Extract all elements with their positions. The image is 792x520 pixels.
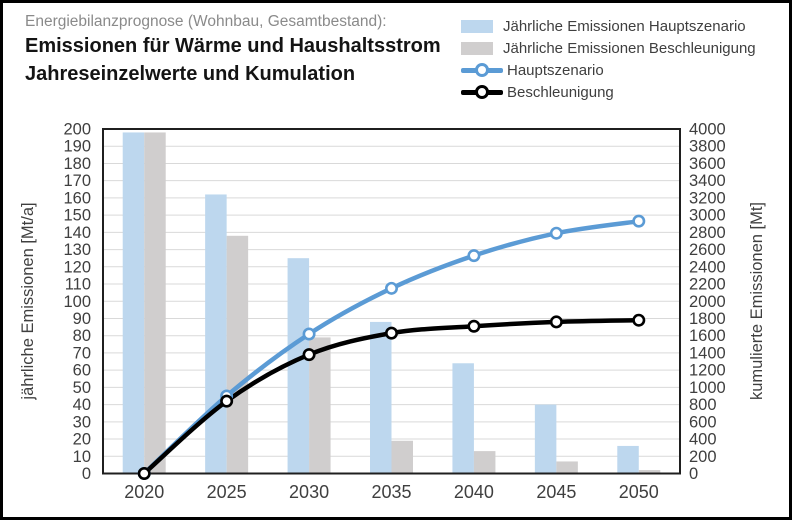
bar-hauptszenario-2050 bbox=[617, 445, 639, 474]
right-axis-tick-label: 3600 bbox=[689, 155, 726, 173]
chart-pretitle: Energiebilanzprognose (Wohnbau, Gesamtbe… bbox=[25, 13, 387, 30]
marker-hauptszenario-2050 bbox=[632, 214, 646, 228]
bar-beschleunigung-2050 bbox=[638, 470, 661, 474]
right-axis-tick-label: 3200 bbox=[689, 189, 726, 207]
right-axis-tick-label: 1200 bbox=[689, 362, 726, 380]
bar-beschleunigung-2045 bbox=[556, 461, 578, 474]
marker-beschleunigung-2040 bbox=[467, 319, 481, 333]
marker-hauptszenario-2045 bbox=[549, 226, 563, 240]
legend-label: Jährliche Emissionen Hauptszenario bbox=[503, 17, 746, 35]
x-axis-label: 2050 bbox=[619, 482, 659, 502]
marker-beschleunigung-2050 bbox=[632, 313, 646, 327]
right-axis-tick-label: 1600 bbox=[689, 327, 726, 345]
bar-hauptszenario-2040 bbox=[452, 363, 474, 474]
left-axis-tick-label: 60 bbox=[73, 362, 91, 380]
left-axis-tick-label: 80 bbox=[73, 327, 91, 345]
right-axis-tick-label: 800 bbox=[689, 396, 717, 414]
right-axis-tick-label: 1800 bbox=[689, 310, 726, 328]
marker-beschleunigung-2020 bbox=[137, 466, 151, 480]
x-axis-label: 2030 bbox=[289, 482, 329, 502]
left-axis-tick-label: 200 bbox=[63, 121, 91, 139]
bar-beschleunigung-2030 bbox=[309, 337, 331, 474]
left-axis-tick-label: 100 bbox=[63, 293, 91, 311]
legend-bar-swatch-icon bbox=[461, 41, 493, 55]
chart-title-line1: Emissionen für Wärme und Haushaltsstrom bbox=[25, 35, 441, 57]
legend-line-swatch-icon bbox=[461, 85, 503, 99]
bar-hauptszenario-2030 bbox=[287, 258, 310, 474]
marker-beschleunigung-2035 bbox=[384, 326, 398, 340]
marker-beschleunigung-2045 bbox=[549, 315, 563, 329]
left-axis-tick-label: 110 bbox=[65, 276, 91, 294]
right-axis-tick-label: 2600 bbox=[689, 241, 726, 259]
legend-item-3: Beschleunigung bbox=[461, 81, 756, 103]
left-axis-tick-label: 40 bbox=[73, 396, 91, 414]
legend-bar-swatch-icon bbox=[461, 19, 493, 33]
right-axis-title: kumulierte Emissionen [Mt] bbox=[748, 202, 766, 400]
bar-hauptszenario-2035 bbox=[370, 321, 392, 474]
bar-beschleunigung-2025 bbox=[226, 235, 249, 474]
right-axis-tick-label: 3000 bbox=[689, 207, 726, 225]
bar-beschleunigung-2040 bbox=[473, 451, 496, 474]
bar-hauptszenario-2045 bbox=[534, 404, 557, 474]
left-axis-tick-label: 190 bbox=[63, 138, 91, 156]
right-axis-tick-label: 400 bbox=[689, 431, 717, 449]
left-axis-title: jährliche Emissionen [Mt/a] bbox=[19, 202, 37, 400]
right-axis-tick-label: 3800 bbox=[689, 138, 726, 156]
bar-hauptszenario-2020 bbox=[122, 132, 145, 474]
left-axis-tick-label: 130 bbox=[63, 241, 91, 259]
legend-marker-icon bbox=[475, 63, 489, 77]
left-axis-tick-label: 150 bbox=[63, 207, 91, 225]
plot-border bbox=[102, 128, 681, 475]
bar-beschleunigung-2035 bbox=[391, 440, 413, 474]
chart-titles: Energiebilanzprognose (Wohnbau, Gesamtbe… bbox=[25, 11, 441, 88]
emissions-chart: 0102030405060708090100110120130140150160… bbox=[19, 121, 766, 503]
right-axis-tick-label: 1400 bbox=[689, 344, 726, 362]
right-axis-tick-label: 4000 bbox=[689, 121, 726, 139]
left-axis-tick-label: 180 bbox=[63, 155, 91, 173]
right-axis-tick-label: 2400 bbox=[689, 258, 726, 276]
x-axis-label: 2035 bbox=[371, 482, 411, 502]
legend-line-swatch-icon bbox=[461, 63, 503, 77]
marker-hauptszenario-2030 bbox=[302, 327, 316, 341]
legend-item-2: Hauptszenario bbox=[461, 59, 756, 81]
bar-beschleunigung-2020 bbox=[144, 132, 166, 474]
left-axis-tick-label: 10 bbox=[73, 448, 91, 466]
legend: Jährliche Emissionen Hauptszenario Jährli… bbox=[461, 15, 756, 103]
left-axis-tick-label: 120 bbox=[63, 258, 91, 276]
right-axis-tick-label: 2000 bbox=[689, 293, 726, 311]
legend-label: Hauptszenario bbox=[507, 61, 604, 79]
chart-title-line2: Jahreseinzelwerte und Kumulation bbox=[25, 63, 356, 85]
legend-label: Jährliche Emissionen Beschleunigung bbox=[503, 39, 756, 57]
left-axis-tick-label: 70 bbox=[73, 344, 91, 362]
marker-hauptszenario-2040 bbox=[467, 249, 481, 263]
right-axis-tick-label: 2200 bbox=[689, 276, 726, 294]
right-axis-tick-label: 2800 bbox=[689, 224, 726, 242]
left-axis-tick-label: 90 bbox=[73, 310, 91, 328]
right-axis-tick-label: 3400 bbox=[689, 172, 726, 190]
left-axis-tick-label: 160 bbox=[63, 189, 91, 207]
left-axis-tick-label: 140 bbox=[63, 224, 91, 242]
x-axis-label: 2025 bbox=[207, 482, 247, 502]
left-axis-tick-label: 0 bbox=[82, 465, 91, 483]
left-axis-tick-label: 20 bbox=[73, 431, 91, 449]
left-axis-tick-label: 170 bbox=[63, 172, 91, 190]
marker-beschleunigung-2030 bbox=[302, 348, 316, 362]
x-axis-label: 2045 bbox=[536, 482, 576, 502]
right-axis-tick-label: 0 bbox=[689, 465, 698, 483]
x-axis-label: 2040 bbox=[454, 482, 494, 502]
legend-marker-icon bbox=[475, 85, 489, 99]
marker-beschleunigung-2025 bbox=[220, 394, 234, 408]
legend-label: Beschleunigung bbox=[507, 83, 614, 101]
right-axis-tick-label: 200 bbox=[689, 448, 717, 466]
left-axis-tick-label: 30 bbox=[73, 413, 91, 431]
right-axis-tick-label: 600 bbox=[689, 413, 717, 431]
bar-hauptszenario-2025 bbox=[205, 194, 227, 474]
x-axis-label: 2020 bbox=[124, 482, 164, 502]
right-axis-tick-label: 1000 bbox=[689, 379, 726, 397]
legend-item-0: Jährliche Emissionen Hauptszenario bbox=[461, 15, 756, 37]
marker-hauptszenario-2035 bbox=[384, 281, 398, 295]
left-axis-tick-label: 50 bbox=[73, 379, 91, 397]
legend-item-1: Jährliche Emissionen Beschleunigung bbox=[461, 37, 756, 59]
